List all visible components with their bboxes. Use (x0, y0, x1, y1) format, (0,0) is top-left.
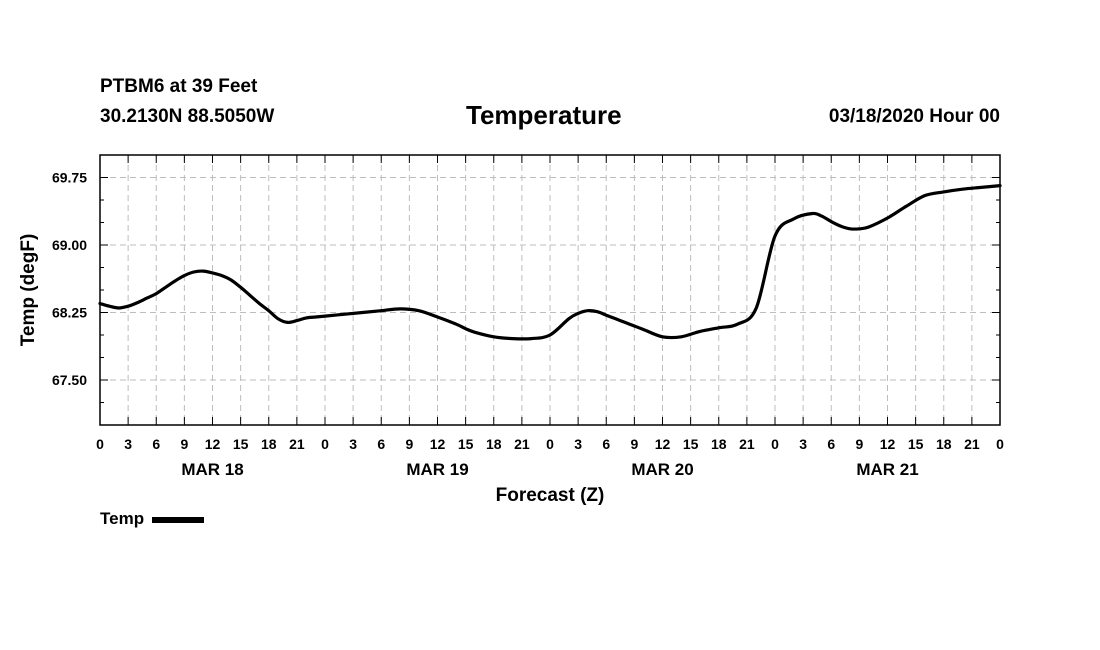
y-tick-label: 69.75 (52, 170, 87, 186)
x-tick-label: 6 (377, 436, 385, 452)
x-tick-label: 0 (546, 436, 554, 452)
day-label: MAR 21 (856, 460, 918, 479)
x-tick-label: 18 (261, 436, 277, 452)
chart-title: Temperature (466, 100, 622, 130)
station-location: 30.2130N 88.5050W (100, 106, 275, 127)
y-tick-label: 67.50 (52, 372, 87, 388)
series-line-temp (98, 184, 1002, 341)
y-tick-label: 68.25 (52, 305, 87, 321)
y-tick-label: 69.00 (52, 237, 87, 253)
x-tick-label: 0 (771, 436, 779, 452)
day-label: MAR 20 (631, 460, 693, 479)
x-tick-label: 12 (880, 436, 896, 452)
x-tick-label: 12 (430, 436, 446, 452)
x-tick-label: 9 (630, 436, 638, 452)
x-tick-label: 0 (996, 436, 1004, 452)
x-tick-label: 3 (349, 436, 357, 452)
legend: Temp (100, 509, 205, 529)
station-title: PTBM6 at 39 Feet (100, 76, 258, 97)
x-tick-label: 9 (855, 436, 863, 452)
x-tick-label: 3 (574, 436, 582, 452)
x-tick-label: 18 (936, 436, 952, 452)
x-tick-label: 12 (205, 436, 221, 452)
x-tick-label: 15 (458, 436, 474, 452)
x-tick-label: 18 (711, 436, 727, 452)
x-tick-label: 12 (655, 436, 671, 452)
x-tick-label: 21 (964, 436, 980, 452)
legend-line-temp (152, 516, 205, 523)
x-tick-label: 0 (96, 436, 104, 452)
legend-label-temp: Temp (100, 509, 145, 528)
x-tick-label: 15 (683, 436, 699, 452)
x-tick-label: 0 (321, 436, 329, 452)
y-axis-label: Temp (degF) (18, 234, 39, 347)
x-tick-label: 15 (908, 436, 924, 452)
x-tick-label: 15 (233, 436, 249, 452)
x-tick-label: 21 (289, 436, 305, 452)
x-tick-label: 3 (799, 436, 807, 452)
day-label: MAR 18 (181, 460, 243, 479)
x-tick-label: 9 (405, 436, 413, 452)
forecast-datetime: 03/18/2020 Hour 00 (828, 106, 1000, 127)
x-tick-label: 6 (827, 436, 835, 452)
x-axis-label: Forecast (Z) (496, 485, 605, 506)
x-tick-label: 21 (514, 436, 530, 452)
x-tick-label: 3 (124, 436, 132, 452)
x-tick-label: 6 (152, 436, 160, 452)
x-tick-label: 18 (486, 436, 502, 452)
day-label: MAR 19 (406, 460, 468, 479)
x-tick-label: 9 (180, 436, 188, 452)
x-tick-label: 6 (602, 436, 610, 452)
x-tick-label: 21 (739, 436, 755, 452)
